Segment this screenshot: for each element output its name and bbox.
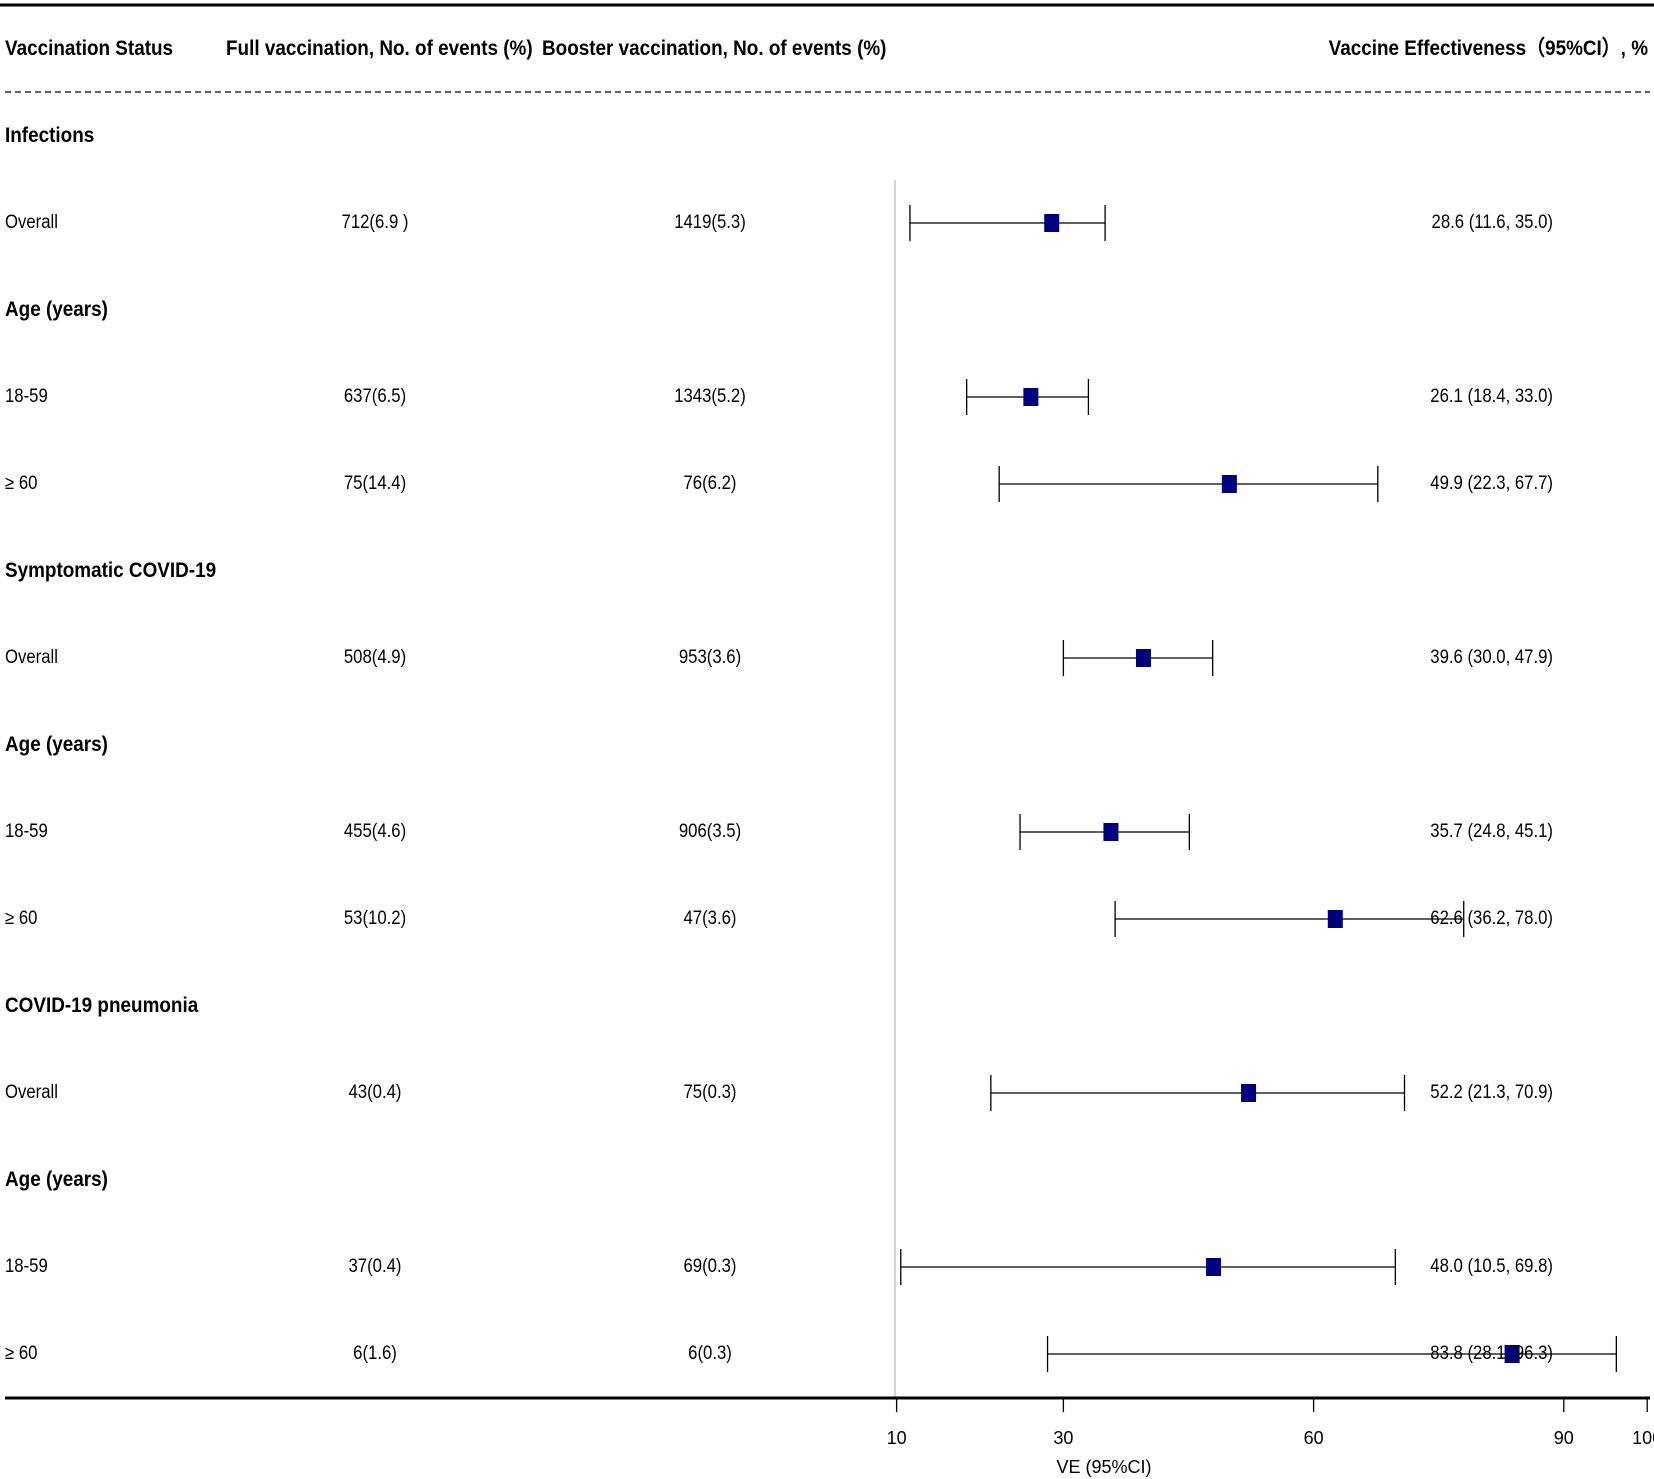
booster-vaccination-value: 47(3.6) xyxy=(683,908,737,929)
booster-vaccination-value: 76(6.2) xyxy=(683,473,737,494)
section-label: Age (years) xyxy=(5,298,108,321)
row-label: ≥ 60 xyxy=(5,1343,38,1364)
x-axis: 10 30 60 90 100 VE (95%CI) xyxy=(887,1398,1654,1477)
ve-mark xyxy=(1019,814,1190,850)
x-tick-label: 30 xyxy=(1053,1428,1073,1448)
booster-vaccination-value: 953(3.6) xyxy=(678,647,742,668)
x-tick-label: 10 xyxy=(887,1428,907,1448)
ve-mark xyxy=(998,466,1379,502)
header-vaccination-status: Vaccination Status xyxy=(5,37,174,60)
ve-ci-value: 26.1 (18.4, 33.0) xyxy=(1430,386,1553,407)
booster-vaccination-value: 906(3.5) xyxy=(678,821,742,842)
ve-mark xyxy=(909,205,1106,241)
row-label: 18-59 xyxy=(5,821,48,842)
row-label: ≥ 60 xyxy=(5,908,38,929)
ve-ci-value: 49.9 (22.3, 67.7) xyxy=(1430,473,1553,494)
ve-point xyxy=(1103,823,1119,841)
ve-point xyxy=(1044,214,1060,232)
ve-point xyxy=(1241,1084,1257,1102)
header-full-vaccination: Full vaccination, No. of events (%) xyxy=(226,37,533,60)
full-vaccination-value: 53(10.2) xyxy=(343,908,407,929)
row-label: 18-59 xyxy=(5,386,48,407)
ve-ci-value: 28.6 (11.6, 35.0) xyxy=(1431,212,1553,233)
full-vaccination-value: 508(4.9) xyxy=(343,647,407,668)
full-vaccination-value: 37(0.4) xyxy=(348,1256,402,1277)
ve-point xyxy=(1504,1345,1520,1363)
ve-mark xyxy=(990,1075,1406,1111)
full-vaccination-value: 712(6.9 ) xyxy=(341,212,409,233)
row-label: 18-59 xyxy=(5,1256,48,1277)
row-label: ≥ 60 xyxy=(5,473,38,494)
booster-vaccination-value: 69(0.3) xyxy=(683,1256,737,1277)
x-axis-label: VE (95%CI) xyxy=(1056,1457,1151,1477)
row-label: Overall xyxy=(5,212,58,233)
booster-vaccination-value: 6(0.3) xyxy=(688,1343,732,1364)
ve-ci-value: 52.2 (21.3, 70.9) xyxy=(1430,1082,1553,1103)
ve-marks xyxy=(900,205,1617,1372)
ve-mark xyxy=(900,1249,1396,1285)
ve-ci-value: 83.8 (28.1, 96.3) xyxy=(1430,1343,1553,1364)
ve-mark xyxy=(1114,901,1465,937)
booster-vaccination-value: 75(0.3) xyxy=(683,1082,737,1103)
section-label: Symptomatic COVID-19 xyxy=(5,559,217,582)
full-vaccination-value: 75(14.4) xyxy=(343,473,407,494)
ve-mark xyxy=(1062,640,1214,676)
x-tick-label: 90 xyxy=(1554,1428,1574,1448)
ve-point xyxy=(1135,649,1151,667)
ve-point xyxy=(1206,1258,1222,1276)
ve-point xyxy=(1023,388,1039,406)
full-vaccination-value: 6(1.6) xyxy=(353,1343,397,1364)
ve-mark xyxy=(966,379,1090,415)
section-label: Age (years) xyxy=(5,733,108,756)
ve-ci-value: 39.6 (30.0, 47.9) xyxy=(1430,647,1553,668)
ve-point xyxy=(1221,475,1237,493)
ve-mark xyxy=(1046,1336,1617,1372)
ve-ci-value: 48.0 (10.5, 69.8) xyxy=(1430,1256,1553,1277)
full-vaccination-value: 637(6.5) xyxy=(343,386,407,407)
full-vaccination-value: 455(4.6) xyxy=(343,821,407,842)
header-booster-vaccination: Booster vaccination, No. of events (%) xyxy=(542,37,887,60)
section-label: Age (years) xyxy=(5,1168,108,1191)
ve-ci-value: 62.6 (36.2, 78.0) xyxy=(1430,908,1553,929)
section-label: COVID-19 pneumonia xyxy=(5,994,199,1017)
booster-vaccination-value: 1419(5.3) xyxy=(674,212,746,233)
row-label: Overall xyxy=(5,647,58,668)
full-vaccination-value: 43(0.4) xyxy=(348,1082,402,1103)
x-tick-label: 100 xyxy=(1632,1428,1654,1448)
x-tick-label: 60 xyxy=(1304,1428,1324,1448)
ve-ci-value: 35.7 (24.8, 45.1) xyxy=(1430,821,1553,842)
section-label: Infections xyxy=(5,124,95,147)
header-vaccine-effectiveness: Vaccine Effectiveness（95%CI）, % xyxy=(1328,37,1648,60)
ve-point xyxy=(1327,910,1343,928)
row-label: Overall xyxy=(5,1082,58,1103)
booster-vaccination-value: 1343(5.2) xyxy=(674,386,746,407)
